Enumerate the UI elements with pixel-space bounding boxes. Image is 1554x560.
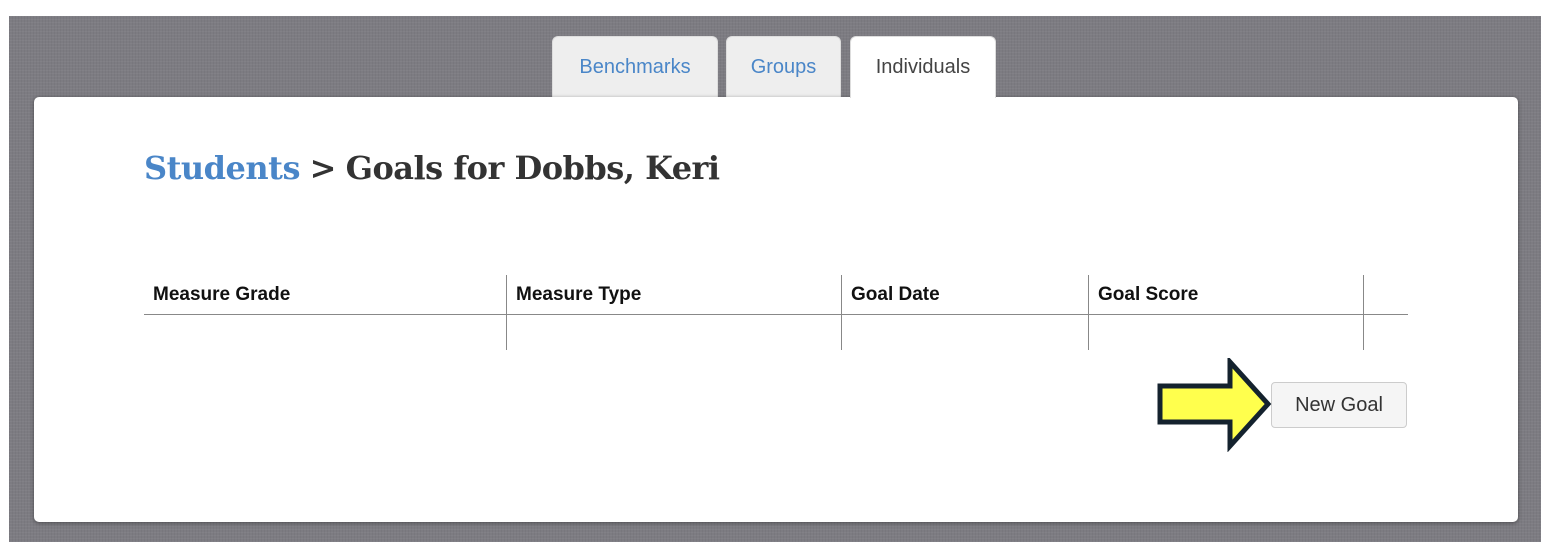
breadcrumb-current: Goals for Dobbs, Keri [345,149,720,187]
table-header-row: Measure Grade Measure Type Goal Date Goa… [144,275,1408,315]
column-header-actions [1363,275,1408,315]
content-panel: Students > Goals for Dobbs, Keri Measure… [34,97,1518,522]
table-cell [1088,314,1364,350]
table-cell [1363,314,1408,350]
table-cell [841,314,1089,350]
column-header-measure-type: Measure Type [506,275,842,315]
table-row [144,314,1408,351]
column-header-goal-score: Goal Score [1088,275,1364,315]
arrow-right-icon [1157,358,1272,452]
breadcrumb-separator: > [309,149,337,187]
column-header-measure-grade: Measure Grade [144,275,507,315]
page-title: Students > Goals for Dobbs, Keri [144,149,720,187]
new-goal-button[interactable]: New Goal [1271,382,1407,428]
tab-individuals[interactable]: Individuals [850,36,996,98]
tab-benchmarks[interactable]: Benchmarks [552,36,718,97]
goals-table: Measure Grade Measure Type Goal Date Goa… [144,275,1408,350]
column-header-goal-date: Goal Date [841,275,1089,315]
breadcrumb-students-link[interactable]: Students [144,149,300,187]
table-cell [506,314,842,350]
table-cell [144,315,507,351]
tab-groups[interactable]: Groups [726,36,841,97]
